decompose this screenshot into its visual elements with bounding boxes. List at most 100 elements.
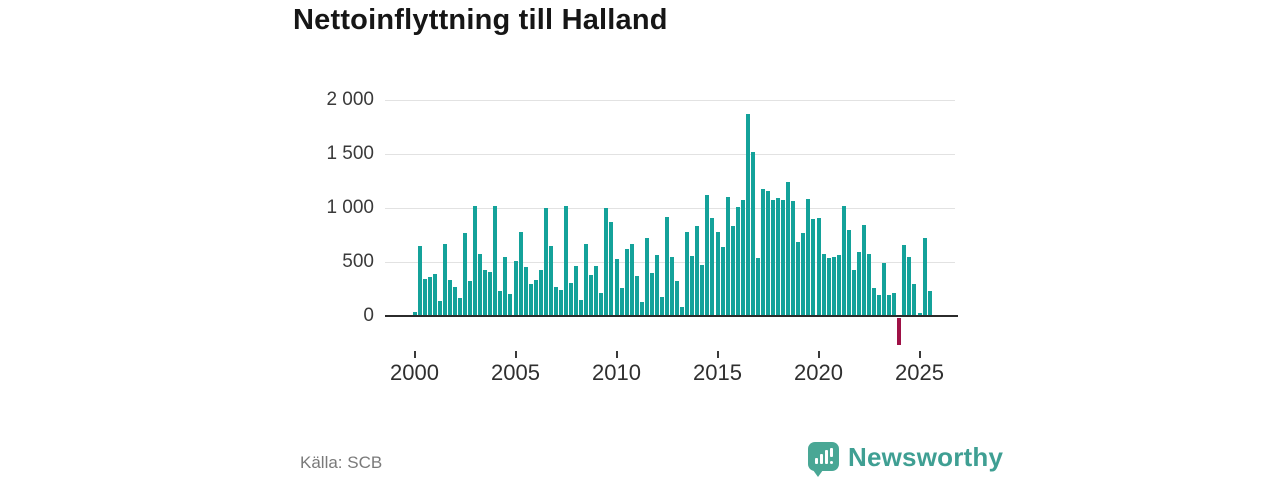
bar (715, 231, 720, 316)
bar (831, 256, 836, 316)
bar (432, 273, 437, 316)
x-axis-tick (413, 351, 416, 358)
logo-text: Newsworthy (848, 442, 1004, 472)
x-axis-tick (918, 351, 921, 358)
exclamation-icon (830, 448, 833, 457)
bar (422, 279, 427, 316)
bar (680, 307, 685, 316)
bar (892, 293, 897, 316)
bar (766, 191, 770, 316)
bar (412, 311, 417, 316)
gridline (385, 262, 955, 263)
bar (503, 257, 508, 316)
bar (417, 245, 422, 316)
bar (791, 200, 796, 316)
bar (483, 269, 488, 316)
bar (796, 242, 801, 316)
bar (771, 200, 776, 316)
bar (654, 254, 659, 316)
bar (508, 293, 513, 316)
bar (548, 246, 553, 316)
bar (589, 274, 594, 316)
x-axis-tick (615, 351, 618, 358)
bar (912, 284, 917, 316)
bar (609, 221, 614, 316)
bar (493, 205, 498, 316)
bar (528, 283, 533, 316)
bar (907, 256, 912, 316)
bar (594, 266, 599, 316)
bar (468, 281, 473, 316)
x-axis-tick-label: 2025 (895, 360, 944, 385)
bar (447, 280, 452, 316)
bar (720, 247, 725, 316)
bar (806, 198, 811, 316)
newsworthy-logo: Newsworthy (808, 442, 1004, 477)
bar (705, 194, 710, 316)
bar (872, 287, 877, 316)
x-axis-tick (514, 351, 517, 358)
bar (584, 243, 589, 316)
bar (457, 298, 462, 316)
bar (473, 205, 478, 316)
bar (690, 255, 695, 316)
bar (538, 269, 543, 316)
bar (776, 197, 781, 316)
y-axis-tick-label: 2 000 (326, 89, 374, 110)
bar (437, 301, 442, 316)
bar (760, 188, 765, 316)
y-axis-tick-label: 1 500 (326, 143, 374, 164)
bar (700, 264, 705, 316)
bar (604, 208, 609, 316)
bar (498, 290, 503, 316)
bar (725, 196, 730, 316)
bar (755, 257, 760, 316)
bar (781, 199, 786, 316)
bar (821, 253, 826, 316)
bar (882, 263, 887, 316)
x-axis-tick-label: 2015 (693, 360, 742, 385)
bar (574, 266, 579, 316)
gridline (385, 154, 955, 155)
bar (649, 273, 654, 316)
bar (740, 200, 745, 316)
bar (478, 254, 483, 316)
bar (685, 232, 690, 316)
bar (629, 243, 634, 316)
x-axis-tick-label: 2005 (491, 360, 540, 385)
bar (513, 260, 518, 316)
bar (670, 256, 675, 316)
mini-bar-icon (815, 458, 818, 464)
bar (730, 225, 735, 316)
bar (639, 301, 644, 316)
bar (665, 217, 669, 316)
bar (564, 205, 568, 316)
bar (836, 254, 841, 316)
x-axis-tick (716, 351, 719, 358)
bar (518, 232, 523, 316)
bar (786, 182, 791, 316)
bar (599, 292, 604, 316)
bar (442, 244, 447, 316)
gridline (385, 100, 955, 101)
bar (811, 218, 816, 316)
x-axis-tick-label: 2020 (794, 360, 843, 385)
bar (801, 233, 806, 316)
bar (735, 207, 740, 316)
x-axis-line (385, 315, 958, 317)
exclamation-dot-icon (830, 461, 833, 464)
plot-area: 2000 2005 2010 2015 2020 2025 (385, 95, 958, 385)
bar (463, 233, 467, 316)
bar (887, 294, 892, 316)
bar (644, 237, 649, 316)
bar (543, 208, 548, 316)
bar (488, 271, 493, 316)
bar (846, 229, 851, 316)
speech-bubble-icon (808, 442, 839, 471)
y-axis-tick-label: 0 (363, 305, 374, 326)
bar (624, 248, 629, 316)
bar (558, 290, 563, 316)
bar (877, 294, 882, 316)
y-axis-tick-label: 500 (342, 251, 374, 272)
bar (634, 276, 639, 316)
